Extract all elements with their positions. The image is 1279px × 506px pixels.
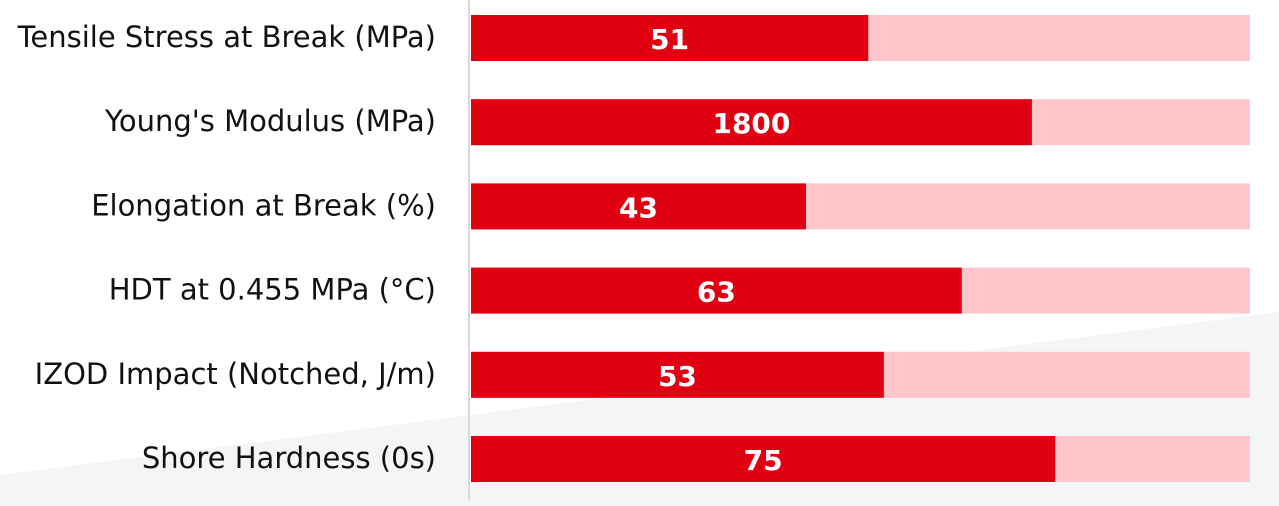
category-label: Elongation at Break (%) [91,188,436,222]
value-label: 75 [744,444,783,477]
bar [471,267,962,314]
category-label: Young's Modulus (MPa) [104,104,436,138]
bar [471,99,1032,146]
bar [471,15,869,61]
category-label: Shore Hardness (0s) [142,441,436,475]
value-label: 51 [650,23,689,56]
value-label: 43 [619,191,658,224]
category-label: HDT at 0.455 MPa (°C) [109,273,436,307]
bar [471,183,806,230]
category-label: IZOD Impact (Notched, J/m) [35,357,436,391]
bar [471,351,884,398]
value-label: 63 [697,276,736,309]
value-label: 53 [658,360,697,393]
category-label: Tensile Stress at Break (MPa) [17,20,436,54]
bar [471,436,1056,482]
value-label: 1800 [712,107,790,140]
